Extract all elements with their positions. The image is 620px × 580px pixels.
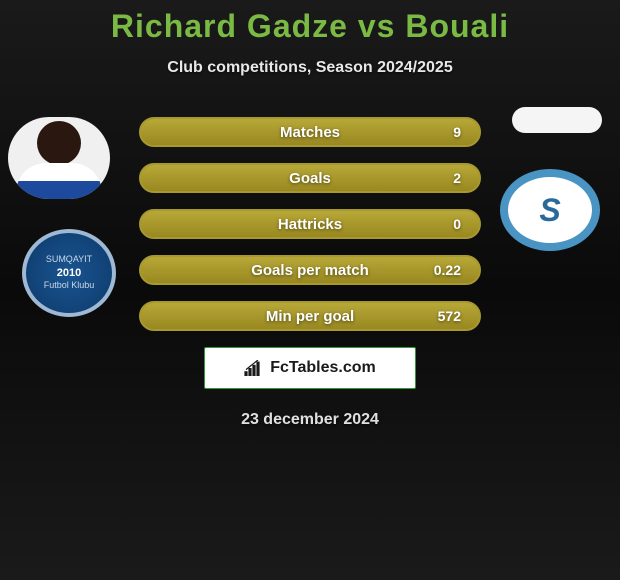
stat-bar-hattricks: . Hattricks 0 xyxy=(139,209,481,239)
stat-value: 572 xyxy=(438,308,461,324)
player2-club-logo: S xyxy=(500,169,600,251)
brand-text: FcTables.com xyxy=(270,359,376,377)
chart-icon xyxy=(244,360,264,376)
player2-photo xyxy=(512,107,602,133)
player1-photo xyxy=(8,117,110,199)
club-left-text: SUMQAYIT 2010 Futbol Klubu xyxy=(44,254,95,292)
stat-value: 0.22 xyxy=(434,262,461,278)
stat-bar-goals: . Goals 2 xyxy=(139,163,481,193)
club-right-letter: S xyxy=(539,192,560,229)
content-area: SUMQAYIT 2010 Futbol Klubu S . Matches 9… xyxy=(0,99,620,429)
stat-value: 0 xyxy=(453,216,461,232)
comparison-title: Richard Gadze vs Bouali xyxy=(0,0,620,45)
club-left-top: SUMQAYIT xyxy=(46,254,92,264)
club-left-bottom: Futbol Klubu xyxy=(44,280,95,290)
stat-bar-gpm: . Goals per match 0.22 xyxy=(139,255,481,285)
stat-value: 2 xyxy=(453,170,461,186)
stat-bar-mpg: . Min per goal 572 xyxy=(139,301,481,331)
stats-container: . Matches 9 . Goals 2 . Hattricks 0 . Go… xyxy=(139,99,481,331)
comparison-subtitle: Club competitions, Season 2024/2025 xyxy=(0,59,620,77)
stat-bar-matches: . Matches 9 xyxy=(139,117,481,147)
stat-value: 9 xyxy=(453,124,461,140)
club-left-year: 2010 xyxy=(44,266,95,280)
stat-label: Matches xyxy=(280,124,340,141)
stat-label: Goals per match xyxy=(251,262,369,279)
stat-label: Goals xyxy=(289,170,331,187)
stat-label: Min per goal xyxy=(266,308,354,325)
date-text: 23 december 2024 xyxy=(0,411,620,429)
brand-box: FcTables.com xyxy=(204,347,416,389)
player1-club-logo: SUMQAYIT 2010 Futbol Klubu xyxy=(22,229,116,317)
stat-label: Hattricks xyxy=(278,216,342,233)
